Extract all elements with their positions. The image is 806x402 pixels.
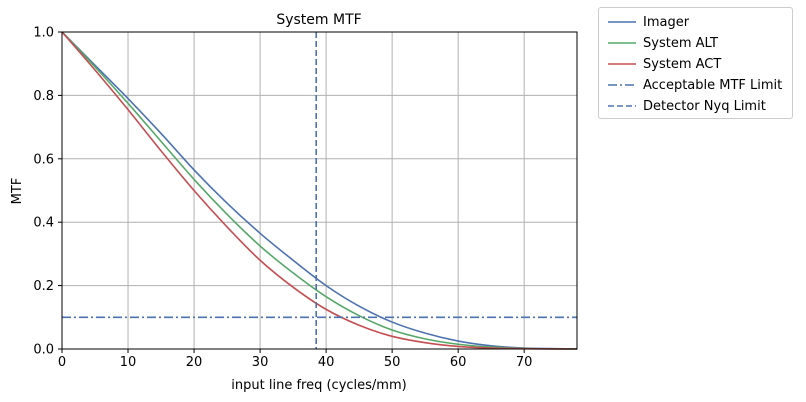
series-system-act <box>61 31 578 350</box>
legend-label: System ALT <box>643 36 718 51</box>
legend-label: Detector Nyq Limit <box>643 99 766 114</box>
series-system-alt <box>61 31 578 350</box>
plot-area <box>61 31 578 350</box>
chart-title: System MTF <box>276 12 361 28</box>
series-imager <box>61 31 578 350</box>
legend-swatch <box>608 42 636 44</box>
legend-entry-acceptable-mtf-limit: Acceptable MTF Limit <box>599 75 792 95</box>
legend-swatch <box>608 105 636 107</box>
y-tick-label: 0.6 <box>33 152 54 167</box>
y-tick-label: 1.0 <box>33 26 54 41</box>
legend-swatch <box>608 63 636 65</box>
grid-lines <box>61 31 577 350</box>
x-tick-label: 40 <box>318 355 335 370</box>
legend-swatch <box>608 21 636 23</box>
legend-swatch <box>608 84 636 86</box>
x-tick-label: 30 <box>252 355 269 370</box>
x-tick-label: 60 <box>450 355 467 370</box>
legend: Imager System ALT System ACT Acceptable MTF… <box>598 7 793 119</box>
legend-entry-imager: Imager <box>599 12 792 32</box>
x-tick-label: 20 <box>186 355 203 370</box>
legend-label: System ACT <box>643 57 722 72</box>
x-axis-label: input line freq (cycles/mm) <box>231 378 406 393</box>
y-tick-label: 0.2 <box>33 279 54 294</box>
legend-label: Acceptable MTF Limit <box>643 78 783 93</box>
x-tick-label: 10 <box>120 355 137 370</box>
y-tick-label: 0.0 <box>33 343 54 358</box>
legend-entry-detector-nyq-limit: Detector Nyq Limit <box>599 96 792 116</box>
y-tick-label: 0.8 <box>33 89 54 104</box>
axis-ticks: 0 10 20 30 40 50 60 70 0.0 0.2 0.4 0.6 0.8 1.0 <box>33 26 532 371</box>
x-tick-label: 50 <box>384 355 401 370</box>
x-tick-label: 70 <box>516 355 533 370</box>
axes-frame <box>61 31 578 350</box>
legend-entry-system-alt: System ALT <box>599 33 792 53</box>
x-tick-label: 0 <box>58 355 66 370</box>
y-axis-label: MTF <box>10 178 25 205</box>
legend-label: Imager <box>643 15 690 30</box>
y-tick-label: 0.4 <box>33 216 54 231</box>
legend-entry-system-act: System ACT <box>599 54 792 74</box>
